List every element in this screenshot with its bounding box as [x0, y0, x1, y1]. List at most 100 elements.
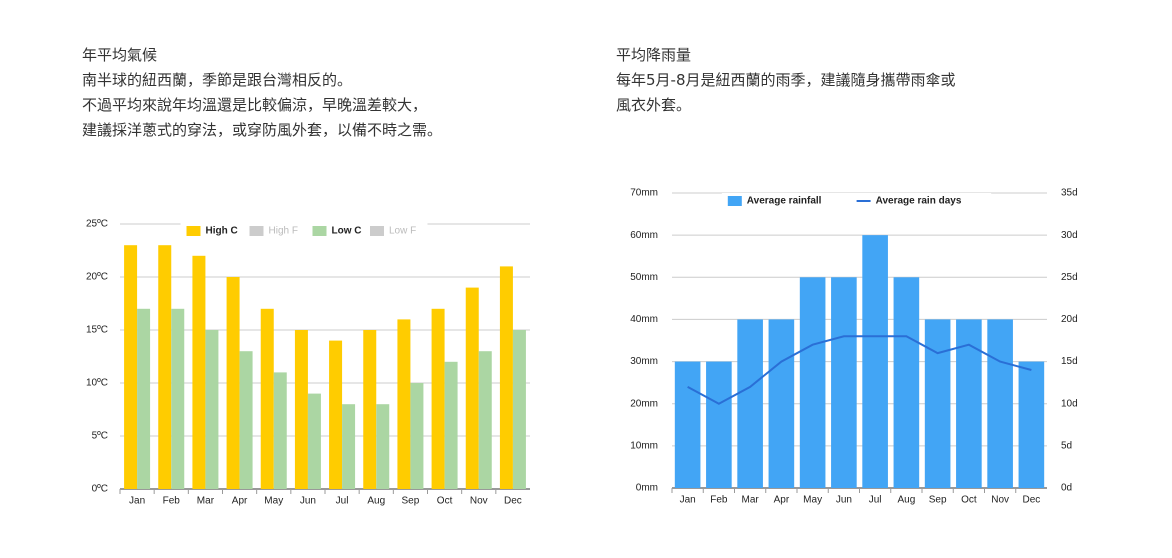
line: [687, 335, 1032, 405]
legend-bg: [180, 223, 428, 239]
bar: [737, 319, 763, 488]
legend-label: Average rainfall: [747, 196, 822, 207]
x-tick-label: Feb: [710, 495, 728, 506]
bar: [799, 277, 826, 488]
bar: [307, 393, 321, 489]
bar: [273, 372, 287, 489]
x-tick-label: Feb: [163, 496, 181, 507]
legend-label: Low C: [332, 226, 362, 237]
y-tick-label: 20ºC: [86, 272, 108, 283]
x-tick-label: Jun: [300, 496, 316, 507]
x-tick-label: Mar: [197, 496, 215, 507]
y-tick-label: 70mm: [630, 188, 658, 199]
bar: [158, 245, 172, 489]
bar: [260, 308, 274, 489]
x-tick-label: Oct: [437, 496, 453, 507]
text-line: 風衣外套。: [616, 96, 692, 114]
text-line: 每年5月-8月是紐西蘭的雨季，建議隨身攜帶雨傘或: [616, 71, 956, 89]
x-tick-label: Apr: [774, 495, 790, 506]
bar: [342, 404, 356, 489]
y2-tick-label: 5d: [1061, 440, 1072, 451]
x-tick-label: Jan: [129, 496, 145, 507]
bar: [363, 330, 377, 489]
bar: [706, 361, 732, 488]
bar: [137, 308, 151, 489]
x-tick-label: Sep: [402, 496, 420, 507]
y-tick-label: 25ºC: [86, 219, 108, 230]
bar: [205, 330, 219, 489]
y2-tick-label: 25d: [1061, 272, 1078, 283]
bar: [465, 287, 479, 489]
legend-label: Average rain days: [876, 196, 962, 207]
bar: [376, 404, 390, 489]
heading: 年平均氣候: [82, 46, 158, 64]
y-tick-label: 50mm: [630, 272, 658, 283]
y-tick-label: 5ºC: [92, 431, 108, 442]
y2-tick-label: 15d: [1061, 356, 1078, 367]
x-tick-label: Jun: [836, 495, 852, 506]
x-tick-label: Apr: [232, 496, 248, 507]
x-tick-label: Oct: [961, 495, 977, 506]
bar: [478, 351, 492, 489]
legend-swatch: [186, 226, 201, 236]
rain-text: 平均降雨量 每年5月-8月是紐西蘭的雨季，建議隨身攜帶雨傘或 風衣外套。: [616, 43, 956, 118]
x-tick-label: Dec: [504, 496, 522, 507]
y-tick-label: 0mm: [636, 483, 658, 494]
bar: [862, 235, 888, 488]
y2-tick-label: 20d: [1061, 314, 1078, 325]
y2-tick-label: 0d: [1061, 483, 1072, 494]
y2-tick-label: 10d: [1061, 398, 1078, 409]
y2-tick-label: 35d: [1061, 188, 1078, 199]
legend-bg: [721, 193, 992, 209]
x-tick-label: Mar: [742, 495, 760, 506]
heading: 平均降雨量: [616, 46, 692, 64]
x-tick-label: Jul: [336, 496, 349, 507]
climate-text: 年平均氣候 南半球的紐西蘭，季節是跟台灣相反的。 不過平均來說年均溫還是比較偏涼…: [82, 43, 442, 143]
bar: [226, 277, 240, 489]
x-tick-label: Jul: [869, 495, 882, 506]
x-tick-label: Nov: [991, 495, 1009, 506]
bar: [397, 319, 411, 489]
legend-swatch: [312, 226, 327, 236]
bar: [924, 319, 951, 488]
bar: [512, 330, 526, 489]
bar: [431, 308, 445, 489]
bar: [987, 319, 1013, 488]
bar: [444, 361, 458, 489]
y-tick-label: 10ºC: [86, 378, 108, 389]
bar: [171, 308, 185, 489]
bar: [1018, 361, 1045, 488]
bar: [499, 266, 513, 489]
y-tick-label: 0ºC: [92, 484, 108, 495]
bar: [192, 255, 206, 489]
legend-swatch: [370, 226, 384, 236]
bar: [674, 361, 701, 488]
y-tick-label: 30mm: [630, 356, 658, 367]
x-tick-label: Sep: [929, 495, 947, 506]
text-line: 建議採洋蔥式的穿法，或穿防風外套，以備不時之需。: [82, 121, 443, 139]
y-tick-label: 40mm: [630, 314, 658, 325]
bar: [893, 277, 920, 488]
y-tick-label: 20mm: [630, 398, 658, 409]
bar: [768, 319, 795, 488]
y-tick-label: 60mm: [630, 230, 658, 241]
bar: [294, 330, 308, 489]
y2-tick-label: 30d: [1061, 230, 1078, 241]
x-tick-label: May: [803, 495, 822, 506]
legend-label: High F: [269, 226, 298, 237]
legend-swatch: [727, 196, 742, 206]
bar: [239, 351, 253, 489]
legend-swatch: [249, 226, 264, 236]
y-tick-label: 15ºC: [86, 325, 108, 336]
x-tick-label: Aug: [367, 496, 385, 507]
text-line: 不過平均來說年均溫還是比較偏涼，早晚溫差較大，: [82, 96, 428, 114]
bar: [329, 340, 343, 489]
x-tick-label: Dec: [1022, 495, 1040, 506]
legend-label: Low F: [389, 226, 416, 237]
bar: [124, 245, 138, 489]
bar: [410, 383, 424, 489]
y-tick-label: 10mm: [630, 440, 658, 451]
text-line: 南半球的紐西蘭，季節是跟台灣相反的。: [82, 71, 353, 89]
bar: [831, 277, 857, 488]
